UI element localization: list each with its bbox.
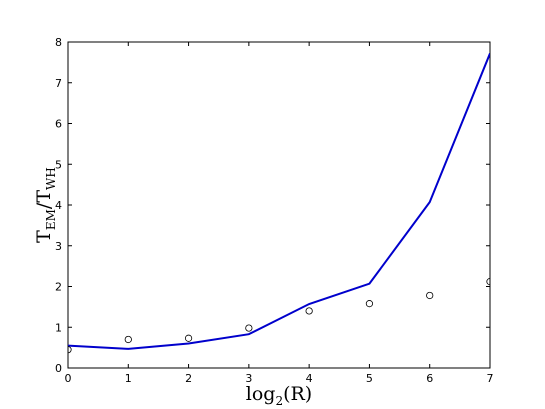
marker: [365, 300, 374, 308]
y-tick-label: 0: [55, 362, 62, 375]
y-axis-label-part: EM: [44, 209, 58, 230]
x-tick-label: 5: [366, 372, 373, 385]
x-axis-label-part: log: [246, 383, 276, 405]
y-axis-label: TEM/TWH: [33, 167, 58, 243]
x-tick-label: 0: [65, 372, 72, 385]
y-axis-label-part: /T: [33, 190, 55, 209]
x-tick-label: 3: [245, 372, 252, 385]
y-tick-label: 5: [55, 158, 62, 171]
line: [68, 53, 490, 350]
marker: [184, 334, 193, 342]
x-axis-label: log2(R): [246, 383, 312, 408]
x-axis-label-part: (R): [283, 383, 312, 405]
marker: [245, 324, 253, 332]
y-tick-label: 1: [55, 321, 62, 334]
y-tick-label: 8: [55, 36, 62, 49]
y-tick-label: 7: [55, 77, 62, 90]
marker: [486, 278, 490, 286]
y-tick-label: 6: [55, 118, 62, 131]
x-tick-label: 4: [306, 372, 313, 385]
marker: [68, 346, 72, 354]
y-tick-label: 2: [55, 281, 62, 294]
x-tick-label: 2: [185, 372, 192, 385]
marker: [124, 335, 132, 344]
y-axis-label-part: T: [33, 230, 55, 243]
marker: [305, 307, 313, 315]
marker: [426, 291, 434, 300]
y-tick-label: 4: [55, 199, 62, 212]
x-tick-label: 6: [426, 372, 433, 385]
y-tick-label: 3: [55, 240, 62, 253]
x-tick-label: 7: [487, 372, 494, 385]
x-axis-label-part: 2: [275, 394, 283, 408]
x-tick-label: 1: [125, 372, 132, 385]
y-axis-label-part: WH: [44, 167, 58, 190]
